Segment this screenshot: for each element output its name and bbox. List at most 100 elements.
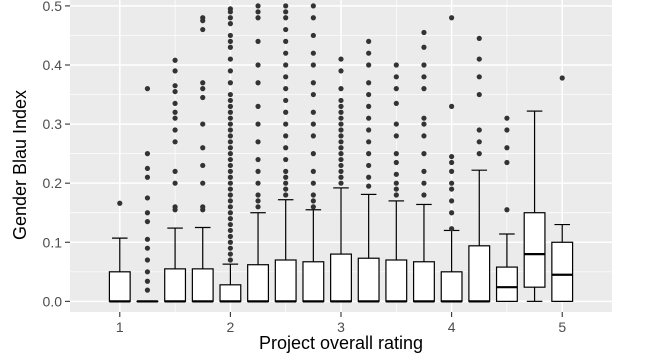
outlier-point	[393, 100, 399, 107]
outlier-point	[172, 68, 178, 74]
outlier-point	[310, 180, 316, 186]
outlier-point	[310, 109, 316, 115]
outlier-point	[200, 80, 206, 86]
outlier-point	[255, 168, 261, 174]
outlier-point	[449, 210, 455, 216]
outlier-point	[283, 86, 289, 92]
outlier-point	[255, 192, 261, 198]
y-tick-label: 0.0	[43, 293, 63, 309]
outlier-point	[227, 97, 233, 104]
outlier-point	[227, 156, 233, 163]
box	[523, 212, 546, 288]
box	[412, 261, 435, 302]
outlier-point	[227, 103, 233, 109]
outlier-point	[504, 145, 510, 151]
outlier-point	[283, 168, 289, 174]
outlier-point	[421, 180, 427, 186]
box	[191, 268, 214, 302]
outlier-point	[227, 115, 233, 121]
outlier-point	[255, 156, 261, 163]
outlier-point	[421, 62, 427, 68]
outlier-point	[421, 44, 427, 50]
outlier-point	[227, 174, 233, 180]
outlier-point	[366, 151, 372, 157]
outlier-point	[283, 3, 289, 9]
outlier-point	[227, 44, 233, 50]
outlier-point	[227, 227, 233, 234]
outlier-point	[255, 204, 261, 210]
outlier-point	[283, 74, 289, 80]
y-tick-label: 0.4	[43, 57, 63, 73]
box-group	[495, 115, 518, 302]
outlier-point	[393, 133, 399, 139]
outlier-point	[227, 109, 233, 115]
outlier-point	[144, 165, 151, 172]
x-tick-label: 3	[337, 319, 345, 335]
outlier-point	[227, 239, 233, 245]
outlier-point	[255, 180, 261, 186]
outlier-point	[283, 62, 289, 68]
outlier-point	[310, 168, 316, 174]
outlier-point	[449, 159, 455, 166]
outlier-point	[393, 151, 399, 157]
outlier-point	[283, 180, 289, 186]
outlier-point	[255, 139, 261, 145]
outlier-point	[449, 153, 455, 160]
outlier-point	[144, 236, 151, 242]
outlier-point	[283, 133, 289, 139]
outlier-point	[117, 200, 123, 206]
outlier-point	[366, 50, 372, 56]
outlier-point	[393, 86, 399, 92]
outlier-point	[338, 86, 344, 92]
outlier-point	[421, 29, 427, 36]
box	[385, 259, 408, 302]
outlier-point	[338, 180, 344, 186]
outlier-point	[255, 121, 261, 127]
outlier-point	[476, 74, 482, 80]
outlier-point	[449, 168, 455, 174]
outlier-point	[144, 245, 151, 251]
outlier-point	[227, 210, 233, 216]
outlier-point	[338, 133, 344, 139]
box-group	[164, 57, 187, 303]
box-marks	[108, 3, 574, 303]
outlier-point	[172, 109, 178, 115]
x-tick-label: 1	[116, 319, 124, 335]
outlier-point	[338, 109, 344, 115]
outlier-point	[227, 145, 233, 151]
outlier-point	[227, 91, 233, 98]
outlier-point	[172, 127, 178, 133]
outlier-point	[283, 186, 289, 192]
x-axis-title: Project overall rating	[259, 333, 423, 353]
outlier-point	[310, 192, 316, 198]
outlier-point	[227, 198, 233, 204]
outlier-point	[255, 3, 261, 9]
outlier-point	[449, 226, 455, 232]
outlier-point	[310, 121, 316, 127]
outlier-point	[476, 151, 482, 157]
outlier-point	[393, 186, 399, 192]
box	[219, 284, 242, 302]
box	[551, 241, 574, 302]
outlier-point	[366, 139, 372, 145]
outlier-point	[338, 127, 344, 133]
outlier-point	[310, 151, 316, 157]
outlier-point	[172, 204, 178, 210]
box	[108, 271, 131, 302]
outlier-point	[200, 121, 206, 127]
outlier-point	[393, 121, 399, 127]
outlier-point	[227, 180, 233, 186]
outlier-point	[393, 62, 399, 68]
outlier-point	[449, 186, 455, 192]
outlier-point	[310, 62, 316, 68]
outlier-point	[393, 180, 399, 186]
outlier-point	[476, 35, 482, 42]
outlier-point	[421, 86, 427, 92]
y-tick-label: 0.2	[43, 175, 63, 191]
outlier-point	[227, 56, 233, 62]
outlier-point	[227, 233, 233, 239]
box	[468, 245, 491, 302]
outlier-point	[310, 204, 316, 210]
outlier-point	[227, 6, 233, 12]
